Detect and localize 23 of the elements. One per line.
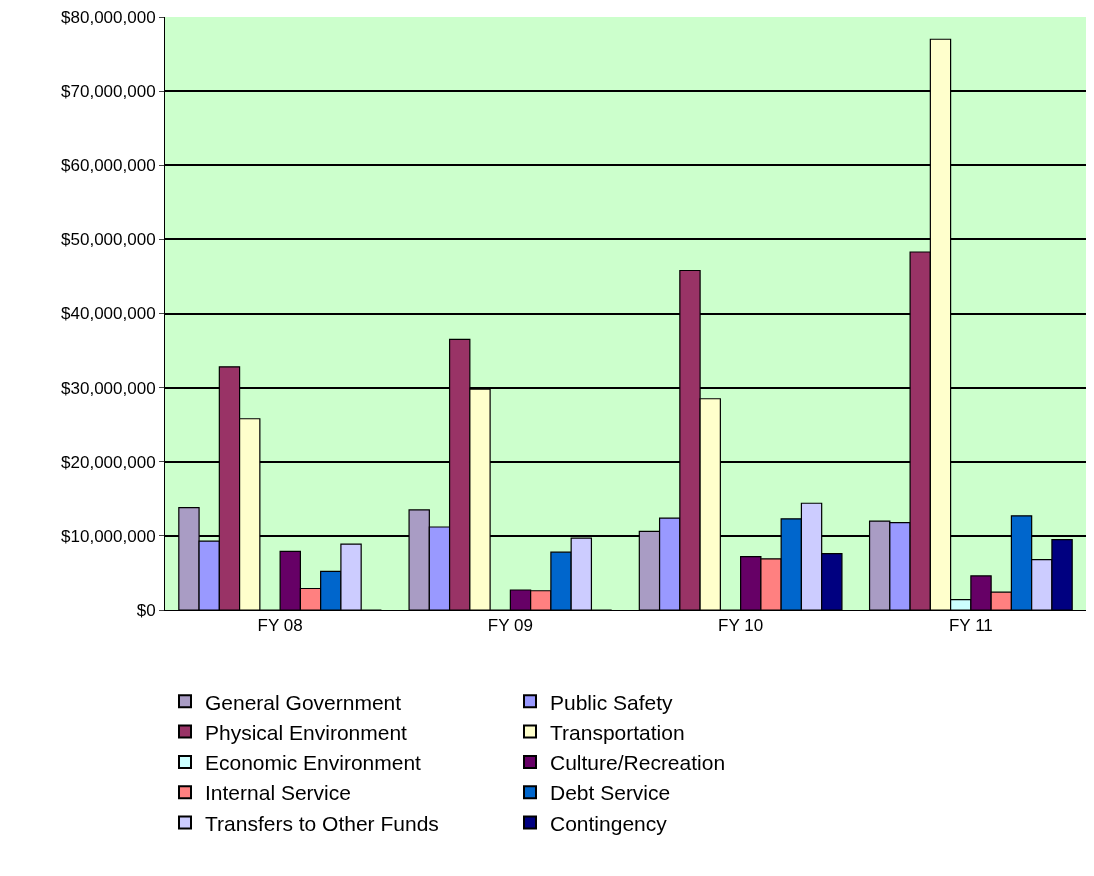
legend-label: Physical Environment [205, 720, 408, 744]
legend-label: Contingency [550, 811, 668, 835]
x-tick-label: FY 10 [718, 616, 764, 636]
y-tick-label: $20,000,000 [61, 452, 156, 472]
legend-label: Debt Service [550, 781, 671, 805]
y-tick-label: $80,000,000 [61, 7, 156, 27]
y-tick-label: $0 [136, 600, 156, 620]
y-tick-label: $40,000,000 [61, 304, 156, 324]
legend-label: General Government [205, 690, 402, 714]
x-tick-label: FY 08 [257, 616, 303, 636]
legend-label: Transportation [550, 720, 685, 744]
y-tick-label: $30,000,000 [61, 378, 156, 398]
y-tick-label: $10,000,000 [61, 526, 156, 546]
legend-label: Culture/Recreation [550, 751, 726, 775]
legend-label: Transfers to Other Funds [205, 811, 439, 835]
y-tick-label: $50,000,000 [61, 230, 156, 250]
x-tick-label: FY 11 [948, 616, 993, 636]
legend-label: Economic Environment [205, 751, 422, 775]
y-tick-label: $60,000,000 [61, 156, 156, 176]
legend-label: Public Safety [550, 690, 674, 714]
legend-label: Internal Service [205, 781, 351, 805]
x-tick-label: FY 09 [487, 616, 533, 636]
y-tick-label: $70,000,000 [61, 82, 156, 102]
